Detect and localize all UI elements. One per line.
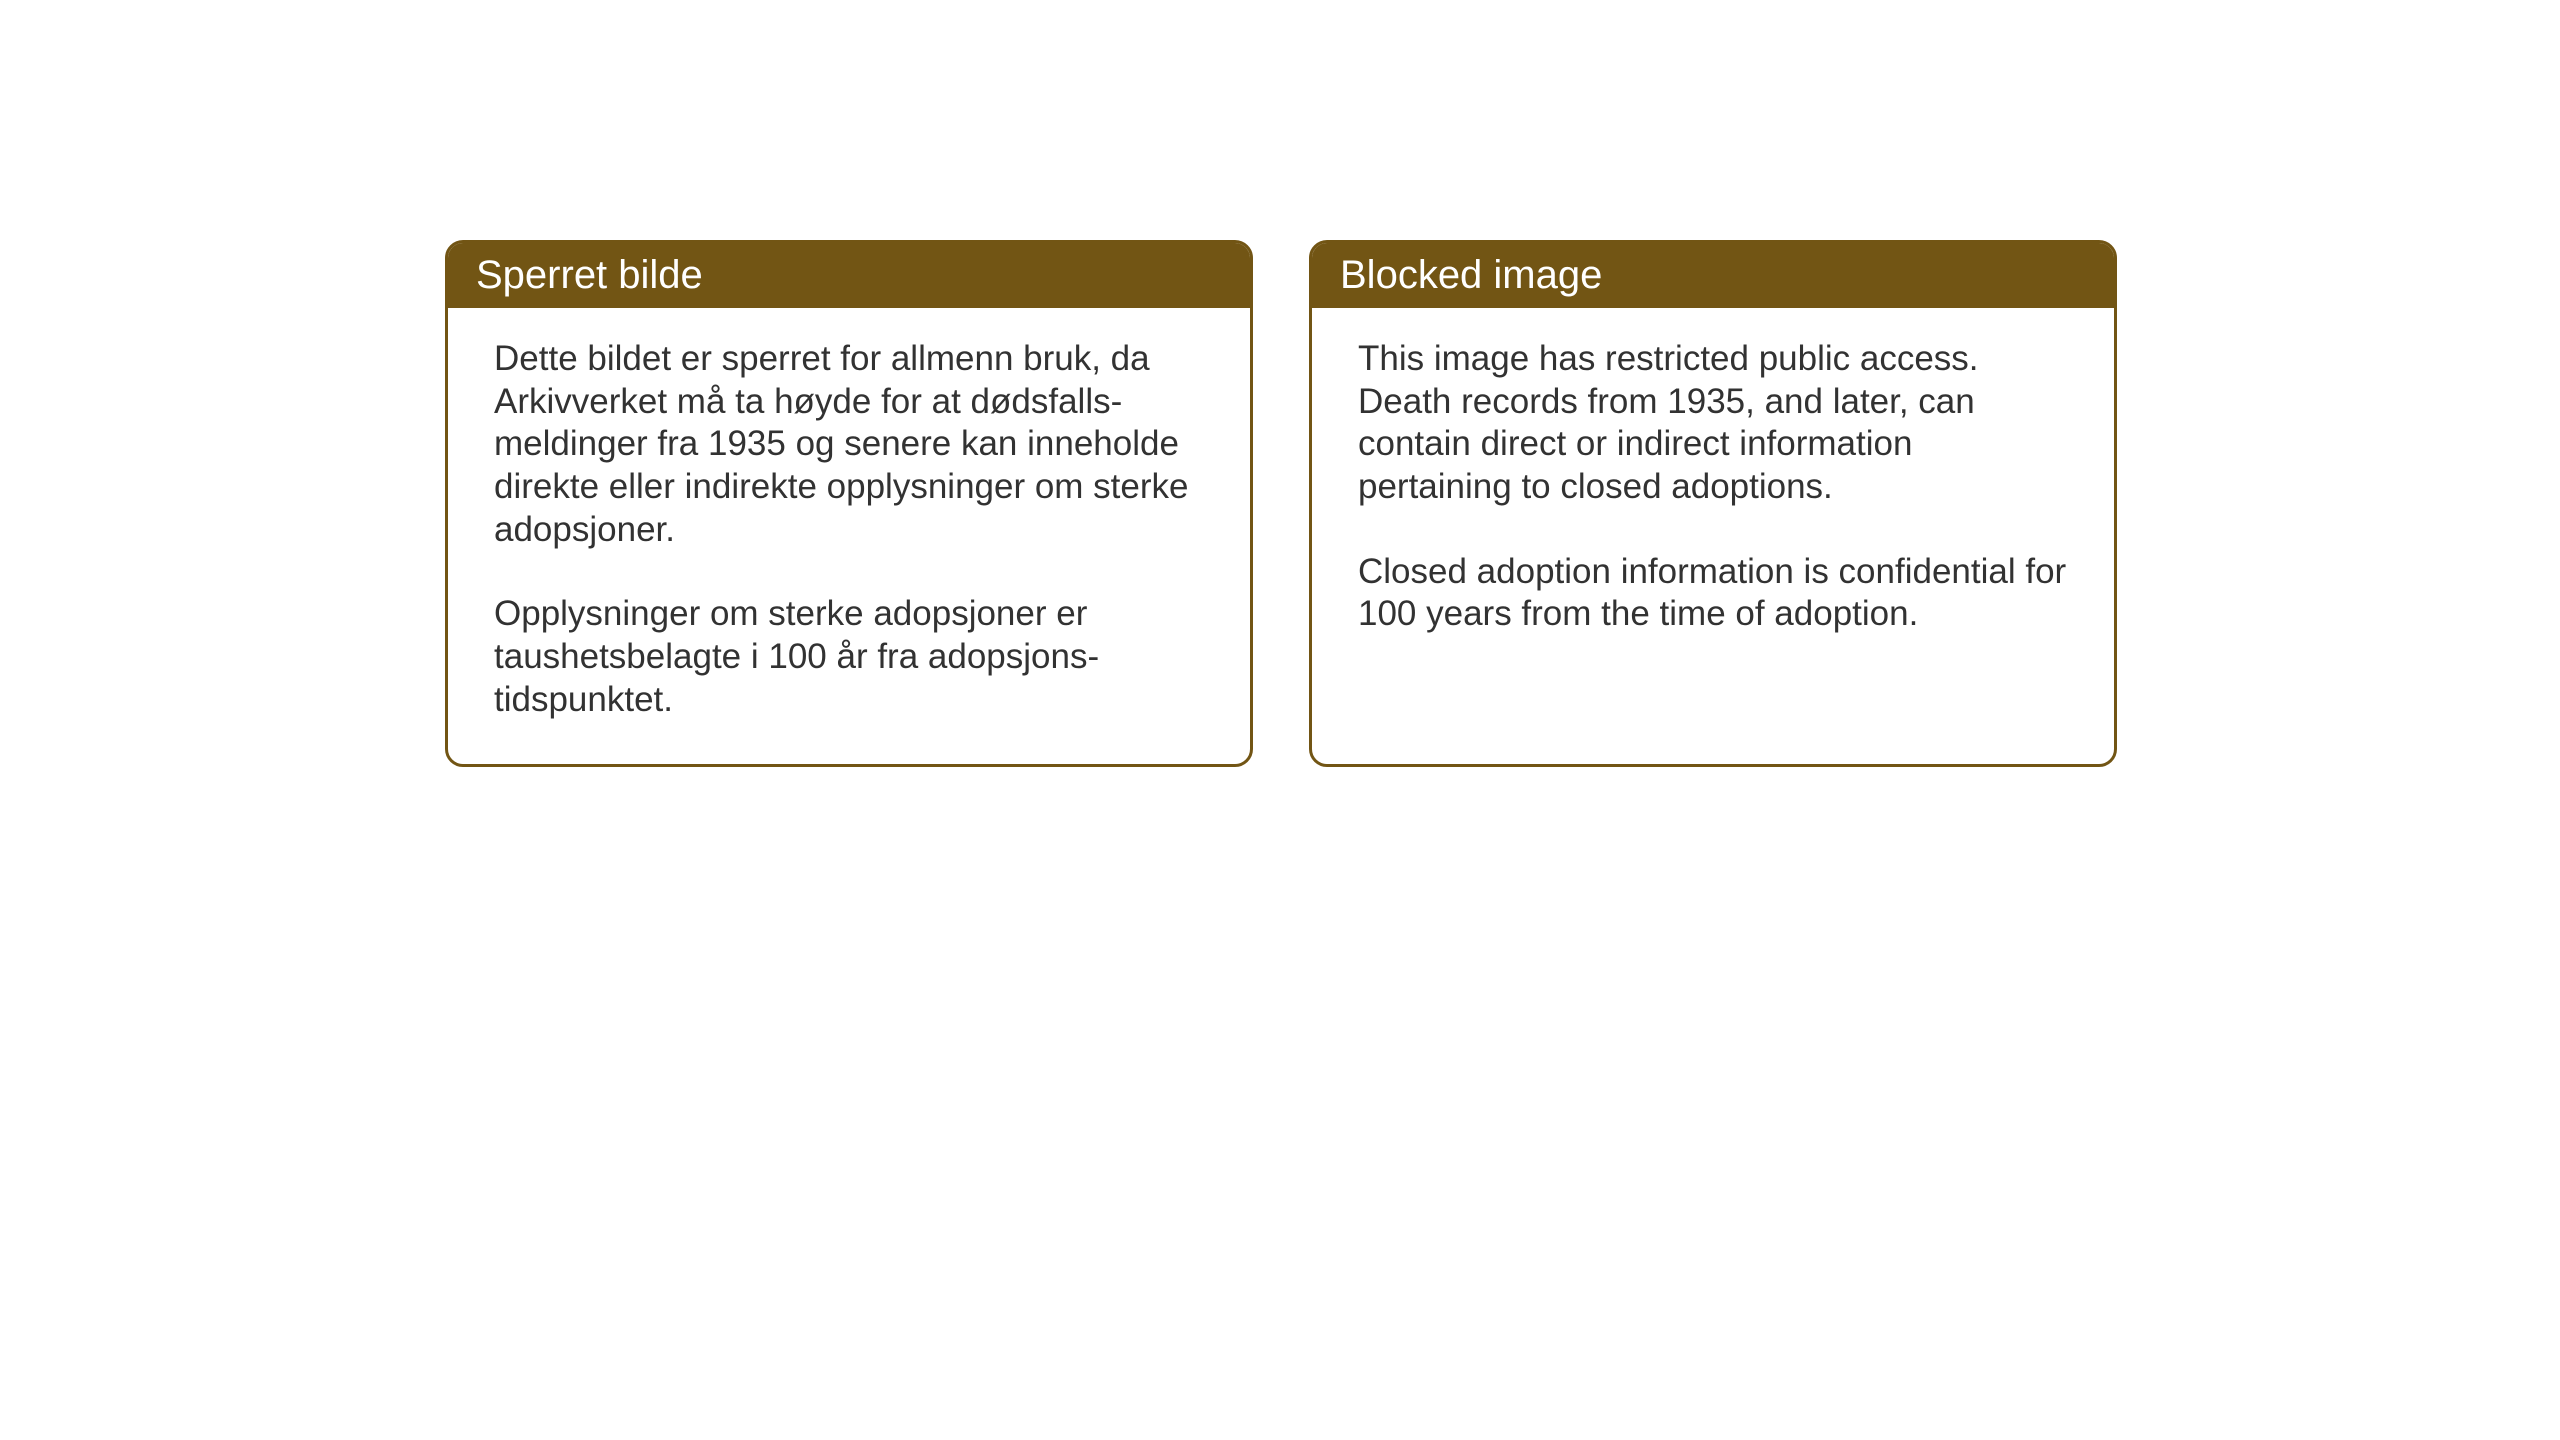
card-paragraph: Dette bildet er sperret for allmenn bruk…: [494, 338, 1204, 551]
notice-container: Sperret bilde Dette bildet er sperret fo…: [445, 240, 2117, 767]
card-body: Dette bildet er sperret for allmenn bruk…: [448, 308, 1250, 764]
card-paragraph: This image has restricted public access.…: [1358, 338, 2068, 509]
card-paragraph: Opplysninger om sterke adopsjoner er tau…: [494, 593, 1204, 721]
notice-card-english: Blocked image This image has restricted …: [1309, 240, 2117, 767]
card-text: Dette bildet er sperret for allmenn bruk…: [494, 338, 1204, 722]
card-title: Blocked image: [1340, 253, 1602, 297]
card-body: This image has restricted public access.…: [1312, 308, 2114, 678]
card-text: This image has restricted public access.…: [1358, 338, 2068, 636]
notice-card-norwegian: Sperret bilde Dette bildet er sperret fo…: [445, 240, 1253, 767]
card-header: Blocked image: [1312, 243, 2114, 308]
card-title: Sperret bilde: [476, 253, 703, 297]
card-paragraph: Closed adoption information is confident…: [1358, 551, 2068, 636]
card-header: Sperret bilde: [448, 243, 1250, 308]
